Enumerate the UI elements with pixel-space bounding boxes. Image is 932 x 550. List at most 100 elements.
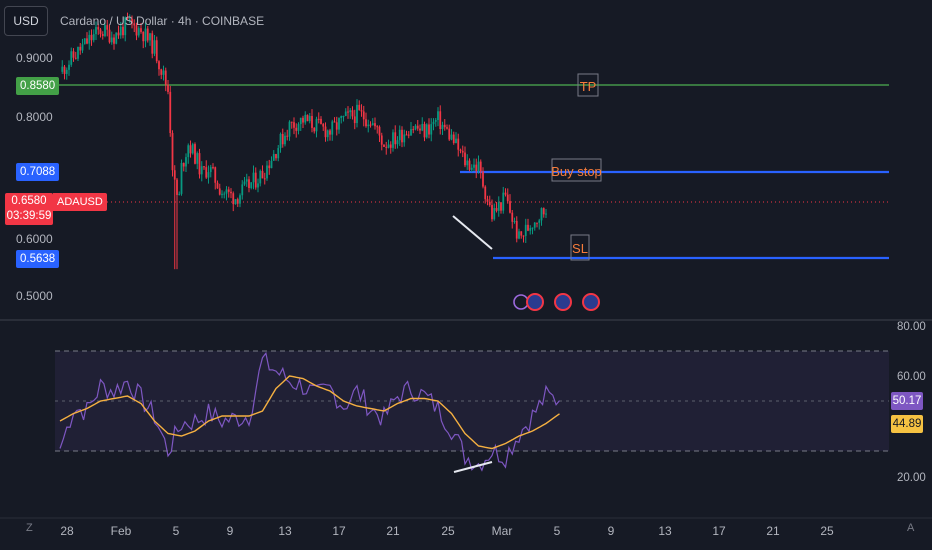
candle-body [131, 18, 133, 24]
candle-body [542, 208, 545, 215]
candle-body [99, 29, 102, 34]
candle-body [506, 194, 509, 202]
candlestick-series[interactable] [61, 12, 547, 270]
candle-body [160, 69, 163, 75]
tp-annotation-text: TP [580, 79, 597, 94]
candle-body [106, 25, 109, 30]
candle-body [311, 116, 313, 128]
candle-body [117, 32, 120, 36]
time-axis[interactable]: 28 Feb 5 9 13 17 21 25 Mar 5 9 13 17 21 25 [60, 524, 834, 538]
candle-body [351, 110, 354, 117]
candle-body [430, 124, 433, 135]
symbol-title[interactable]: Cardano / US Dollar · 4h · COINBASE [60, 14, 265, 28]
candle-body [146, 28, 149, 41]
candle-body [439, 111, 442, 130]
candle-body [484, 186, 487, 200]
event-icon-group[interactable] [513, 293, 600, 311]
candle-body [124, 17, 127, 36]
candle-body [153, 40, 156, 54]
auto-scale-button[interactable]: A [907, 522, 915, 534]
price-tick: 0.9000 [16, 51, 53, 65]
candle-body [272, 154, 275, 161]
candle-body [385, 146, 388, 148]
us-flag-icon[interactable] [582, 293, 600, 311]
candle-body [178, 193, 181, 195]
rsi-ma-value-tag: 44.89 [891, 415, 923, 433]
candle-body [140, 28, 142, 32]
candle-body [344, 111, 347, 117]
candle-body [288, 121, 291, 137]
candle-body [218, 188, 221, 195]
candle-body [252, 172, 255, 183]
candle-body [389, 144, 392, 148]
candle-body [340, 116, 343, 119]
candle-body [324, 126, 327, 138]
candle-body [104, 25, 106, 36]
candle-body [367, 124, 370, 127]
candle-body [79, 46, 82, 51]
candle-body [432, 121, 435, 125]
sl-annotation[interactable]: SL [570, 234, 590, 261]
candle-body [137, 28, 140, 36]
candle-body [144, 28, 147, 42]
candle-body [452, 134, 455, 144]
replay-icon[interactable] [513, 294, 529, 310]
candle-body [342, 116, 345, 118]
us-flag-icon[interactable] [554, 293, 572, 311]
candle-body [376, 126, 379, 128]
candle-body [423, 123, 426, 138]
candle-body [110, 37, 113, 43]
zoom-toggle-button[interactable]: Z [26, 522, 33, 534]
candle-body [475, 164, 478, 172]
candle-body [455, 138, 457, 144]
buy-stop-annotation[interactable]: Buy stop [551, 158, 602, 182]
candle-body [232, 193, 235, 205]
candle-body [488, 201, 491, 206]
candle-body [254, 172, 257, 188]
candle-body [358, 104, 361, 111]
candle-body [164, 70, 167, 85]
candle-body [155, 40, 158, 62]
rsi-ma-line[interactable] [59, 375, 560, 450]
time-label: 13 [278, 524, 292, 538]
candle-body [261, 170, 264, 179]
candle-body [162, 70, 165, 75]
candle-body [527, 224, 529, 231]
sl-price-tag: 0.5638 [16, 250, 60, 268]
price-divergence-line[interactable] [452, 215, 493, 250]
candle-body [221, 193, 223, 195]
us-flag-icon[interactable] [526, 293, 544, 311]
candle-body [304, 114, 307, 123]
candle-body [284, 135, 286, 145]
candle-body [81, 44, 84, 51]
candle-body [380, 135, 383, 145]
rsi-value-tag: 50.17 [891, 392, 923, 410]
tp-price-tag: 0.8580 [16, 77, 60, 95]
candle-body [335, 122, 338, 130]
candle-body [398, 129, 401, 141]
tp-annotation[interactable]: TP [577, 73, 599, 97]
candle-body [293, 122, 295, 128]
candle-body [200, 166, 203, 175]
rsi-divergence-line[interactable] [453, 461, 493, 473]
candle-body [446, 127, 448, 129]
candle-body [479, 161, 482, 172]
candle-body [241, 184, 244, 196]
candle-body [419, 128, 421, 131]
candle-body [482, 171, 484, 187]
rsi-tick: 20.00 [897, 472, 926, 484]
candle-body [135, 25, 138, 36]
candle-body [362, 111, 365, 120]
candle-body [520, 231, 523, 236]
rsi-tick: 80.00 [897, 321, 926, 333]
candle-body [207, 172, 210, 178]
candle-body [497, 202, 500, 211]
candle-body [126, 17, 129, 20]
candle-body [353, 116, 356, 124]
candle-body [383, 144, 385, 147]
candle-body [65, 69, 68, 74]
time-label: Feb [111, 524, 132, 538]
currency-selector[interactable]: USD [4, 6, 48, 36]
candle-body [108, 29, 111, 43]
